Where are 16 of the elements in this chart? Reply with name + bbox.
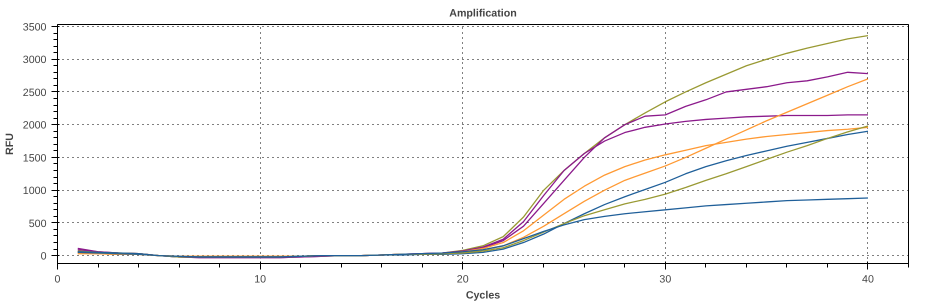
y-tick-label: 3000 [22,54,47,66]
x-tick-label: 40 [862,274,874,286]
x-tick-label: 20 [456,274,469,286]
y-tick-label: 1500 [22,152,47,164]
y-tick-label: 3500 [22,21,47,34]
x-tick-label: 30 [659,274,672,286]
chart-title: Amplification [449,8,517,20]
y-tick-label: 500 [28,218,47,230]
x-tick-label: 0 [54,274,61,286]
y-axis-title: RFU [4,132,16,155]
y-tick-label: 2500 [22,86,47,99]
x-axis-title: Cycles [466,290,500,302]
x-tick-label: 10 [254,274,266,286]
y-tick-label: 2000 [22,120,47,132]
y-tick-label: 1000 [22,185,47,198]
y-tick-label: 0 [40,250,47,263]
